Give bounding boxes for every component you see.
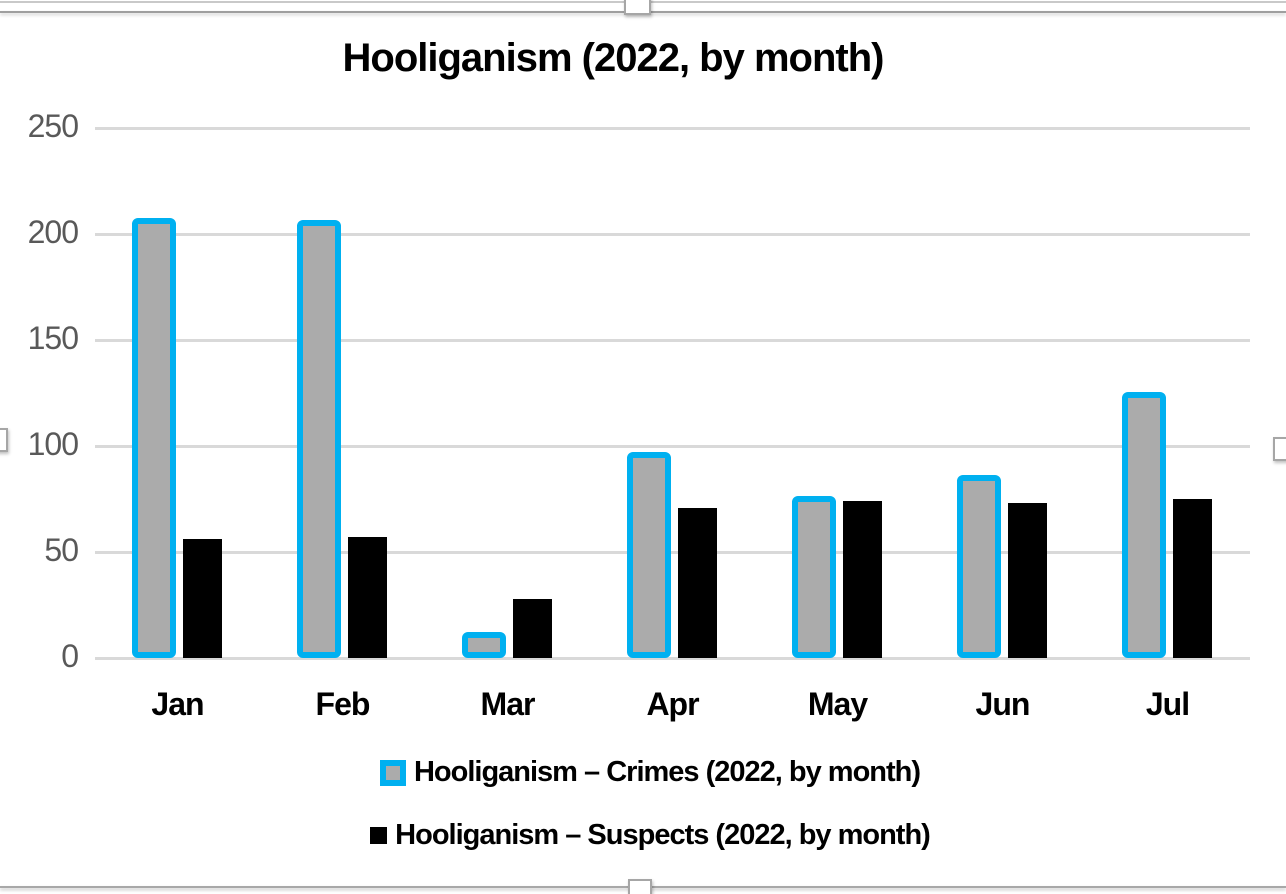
x-tick-label-jun[interactable]: Jun xyxy=(975,686,1031,722)
resize-handle-top-center[interactable] xyxy=(624,0,651,15)
y-tick-label-100[interactable]: 100 xyxy=(27,426,79,462)
x-tick-label-jul[interactable]: Jul xyxy=(1145,686,1190,722)
gridline-200 xyxy=(95,232,1250,236)
bar-crimes-may[interactable] xyxy=(791,496,836,658)
gridline-50 xyxy=(95,550,1250,554)
legend-label: Hooliganism – Crimes (2022, by month) xyxy=(413,756,921,788)
bar-suspects-mar[interactable] xyxy=(512,598,552,658)
bar-suspects-apr[interactable] xyxy=(677,507,717,658)
bar-crimes-mar[interactable] xyxy=(461,631,506,658)
legend-swatch-suspects-icon xyxy=(370,827,388,844)
bar-suspects-jul[interactable] xyxy=(1172,499,1212,658)
resize-handle-left-middle[interactable] xyxy=(0,428,8,452)
y-tick-label-0[interactable]: 0 xyxy=(61,638,79,674)
y-tick-label-150[interactable]: 150 xyxy=(27,320,79,356)
x-tick-label-jan[interactable]: Jan xyxy=(151,686,204,722)
chart-title[interactable]: Hooliganism (2022, by month) xyxy=(342,36,885,80)
bar-suspects-feb[interactable] xyxy=(347,537,387,658)
y-tick-label-200[interactable]: 200 xyxy=(27,214,79,250)
legend-entry-suspects[interactable]: Hooliganism – Suspects (2022, by month) xyxy=(370,819,931,852)
legend-label: Hooliganism – Suspects (2022, by month) xyxy=(395,819,931,851)
gridline-250 xyxy=(95,126,1250,130)
bar-crimes-jul[interactable] xyxy=(1121,392,1166,658)
x-tick-label-may[interactable]: May xyxy=(807,686,868,722)
gridline-0 xyxy=(95,656,1250,660)
bar-crimes-jun[interactable] xyxy=(956,474,1001,658)
legend-swatch-crimes-icon xyxy=(379,759,406,786)
resize-handle-right-middle[interactable] xyxy=(1273,437,1286,461)
x-tick-label-apr[interactable]: Apr xyxy=(646,686,699,722)
gridline-100 xyxy=(95,444,1250,448)
y-tick-label-50[interactable]: 50 xyxy=(44,532,79,568)
bar-crimes-apr[interactable] xyxy=(626,451,671,658)
y-tick-label-250[interactable]: 250 xyxy=(27,108,79,144)
bar-suspects-may[interactable] xyxy=(842,501,882,658)
gridline-150 xyxy=(95,338,1250,342)
legend-entry-crimes[interactable]: Hooliganism – Crimes (2022, by month) xyxy=(379,756,921,789)
bar-crimes-feb[interactable] xyxy=(296,220,341,658)
resize-handle-bottom-center[interactable] xyxy=(628,879,652,894)
x-tick-label-feb[interactable]: Feb xyxy=(315,686,371,722)
chart-legend[interactable]: Hooliganism – Crimes (2022, by month) Hoo… xyxy=(0,756,1286,852)
bar-suspects-jun[interactable] xyxy=(1007,503,1047,658)
bar-suspects-jan[interactable] xyxy=(182,539,222,658)
bar-crimes-jan[interactable] xyxy=(131,218,176,658)
x-tick-label-mar[interactable]: Mar xyxy=(480,686,536,722)
